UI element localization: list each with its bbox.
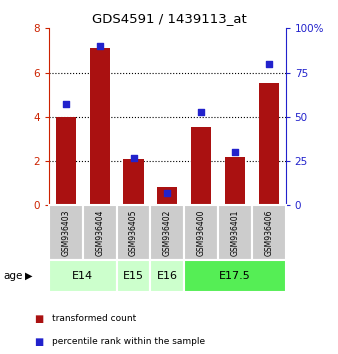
Bar	[49, 205, 83, 260]
Text: GSM936406: GSM936406	[264, 210, 273, 256]
Text: age: age	[3, 271, 23, 281]
Point	[266, 61, 271, 67]
Text: GSM936404: GSM936404	[95, 210, 104, 256]
Bar	[117, 260, 150, 292]
Text: GSM936405: GSM936405	[129, 210, 138, 256]
Text: ■: ■	[34, 314, 43, 324]
Bar	[218, 205, 252, 260]
Bar	[90, 48, 110, 205]
Text: GSM936403: GSM936403	[62, 210, 70, 256]
Text: GSM936402: GSM936402	[163, 210, 172, 256]
Point	[63, 102, 69, 107]
Text: E16: E16	[157, 271, 178, 281]
Bar	[157, 187, 177, 205]
Bar	[225, 156, 245, 205]
Text: percentile rank within the sample: percentile rank within the sample	[52, 337, 206, 346]
Bar	[259, 82, 279, 205]
Text: ■: ■	[34, 337, 43, 347]
Bar	[56, 117, 76, 205]
Bar	[117, 205, 150, 260]
Bar	[83, 205, 117, 260]
Bar	[123, 159, 144, 205]
Bar	[184, 205, 218, 260]
Point	[165, 190, 170, 196]
Text: GDS4591 / 1439113_at: GDS4591 / 1439113_at	[92, 12, 246, 25]
Text: E15: E15	[123, 271, 144, 281]
Text: transformed count: transformed count	[52, 314, 137, 323]
Text: E14: E14	[72, 271, 93, 281]
Bar	[150, 205, 184, 260]
Bar	[49, 260, 117, 292]
Bar	[252, 205, 286, 260]
Bar	[150, 260, 184, 292]
Point	[198, 109, 204, 114]
Point	[97, 43, 102, 49]
Point	[131, 155, 136, 160]
Text: ▶: ▶	[25, 271, 33, 281]
Point	[232, 149, 238, 155]
Text: GSM936400: GSM936400	[197, 210, 206, 256]
Bar	[191, 127, 211, 205]
Bar	[184, 260, 286, 292]
Text: GSM936401: GSM936401	[231, 210, 239, 256]
Text: E17.5: E17.5	[219, 271, 251, 281]
